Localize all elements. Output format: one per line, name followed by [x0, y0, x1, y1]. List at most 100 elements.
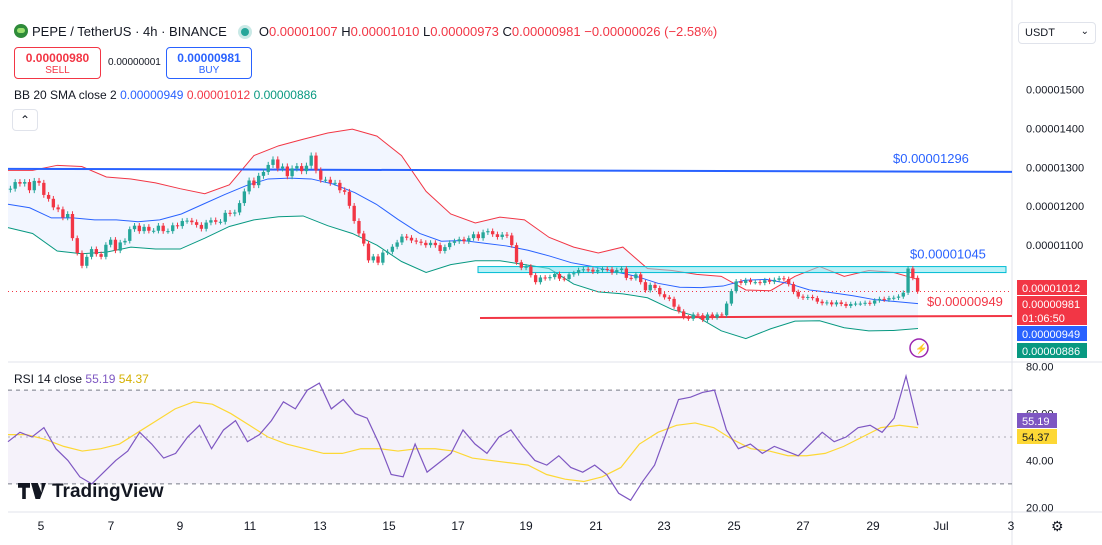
candle	[295, 166, 299, 169]
price-tick-label: 0.00001300	[1026, 162, 1084, 174]
tradingview-logo[interactable]: TradingView	[18, 481, 164, 503]
candle	[400, 236, 404, 243]
candle	[252, 180, 256, 186]
buy-button[interactable]: 0.00000981 BUY	[166, 47, 252, 79]
candle	[519, 262, 523, 268]
price-tag-label: 0.00000981	[1022, 299, 1080, 311]
rsi-label: RSI 14 close	[14, 372, 83, 386]
candle	[180, 221, 184, 227]
resistance-line	[7, 167, 1013, 173]
candle	[85, 256, 89, 266]
market-status-icon[interactable]	[240, 28, 249, 36]
candle	[128, 229, 132, 241]
candle	[868, 302, 872, 304]
candle	[586, 269, 590, 271]
chevron-up-icon: ⌃	[19, 113, 31, 127]
candle	[858, 303, 862, 305]
candle	[223, 212, 227, 222]
candle	[352, 205, 356, 222]
price-tag	[1017, 280, 1087, 295]
candle	[500, 234, 504, 237]
price-tag-label: 0.00001012	[1022, 283, 1080, 295]
candle	[553, 273, 557, 278]
candle	[567, 274, 571, 280]
candle	[424, 242, 428, 246]
candle	[290, 168, 294, 177]
candle	[490, 231, 495, 235]
gear-icon[interactable]: ⚙	[1051, 518, 1064, 534]
bb-lower-line	[7, 215, 919, 340]
candle	[863, 302, 867, 304]
candle	[486, 231, 490, 233]
candle	[615, 270, 619, 273]
candle	[829, 302, 834, 305]
candle	[834, 302, 839, 305]
candle	[56, 207, 60, 210]
candle	[658, 288, 662, 295]
candle	[285, 166, 290, 177]
time-tick-label: 15	[382, 519, 396, 533]
candle	[457, 239, 461, 242]
candle	[94, 249, 99, 255]
currency-select[interactable]: USDT ⌄	[1018, 22, 1096, 44]
ohlc-values: O0.00001007 H0.00001010 L0.00000973 C0.0…	[258, 24, 718, 39]
candle	[677, 306, 681, 312]
candle	[214, 220, 218, 222]
price-tick-label: 0.00001200	[1026, 201, 1084, 213]
sell-price: 0.00000980	[25, 51, 90, 65]
candle	[357, 221, 361, 234]
candle	[767, 280, 772, 282]
candle	[185, 220, 189, 222]
candle	[433, 242, 438, 246]
candle	[681, 311, 686, 318]
collapse-legend-button[interactable]: ⌃	[12, 109, 38, 131]
candle	[428, 242, 433, 246]
candle	[228, 212, 232, 214]
candle	[872, 300, 877, 304]
candle	[744, 280, 748, 283]
candle	[443, 247, 447, 251]
candle	[853, 303, 858, 305]
price-tick-label: 0.00001500	[1026, 84, 1084, 96]
alert-icon	[909, 338, 929, 358]
close-value: 0.00000981	[511, 24, 581, 39]
candle	[18, 182, 22, 184]
candle	[462, 239, 466, 242]
candle	[896, 296, 901, 298]
candle	[342, 190, 347, 192]
candle	[161, 225, 165, 232]
sell-button[interactable]: 0.00000980 SELL	[14, 47, 101, 79]
candle	[104, 244, 108, 257]
candle	[37, 180, 41, 183]
candle	[471, 234, 476, 239]
rsi-ma-value: 54.37	[118, 372, 149, 386]
candle	[596, 270, 600, 272]
symbol-title[interactable]: PEPE / TetherUS · 4h · BINANCE	[32, 24, 227, 39]
rsi-legend[interactable]: RSI 14 close 55.19 54.37	[14, 372, 149, 386]
candle	[280, 166, 285, 169]
candle	[108, 239, 113, 245]
time-tick-label: 17	[451, 519, 465, 533]
candle	[510, 235, 514, 246]
bb-legend[interactable]: BB 20 SMA close 2 0.00000949 0.00001012 …	[14, 88, 317, 102]
price-tag	[1017, 326, 1087, 341]
candle	[376, 256, 380, 263]
candle	[266, 164, 270, 172]
candle	[123, 240, 127, 243]
candle	[849, 303, 853, 306]
candle	[758, 282, 762, 284]
candle	[132, 225, 137, 230]
bb-upper-value: 0.00001012	[186, 88, 251, 102]
resistance-label: $0.00001296	[893, 151, 969, 166]
candle	[619, 268, 624, 271]
candle	[237, 203, 242, 213]
candle	[892, 297, 896, 299]
candle	[777, 278, 781, 280]
candle	[629, 277, 633, 279]
candle	[538, 277, 543, 283]
candle	[99, 254, 103, 257]
candle	[46, 194, 51, 199]
candle	[66, 214, 70, 218]
candle	[581, 269, 586, 271]
